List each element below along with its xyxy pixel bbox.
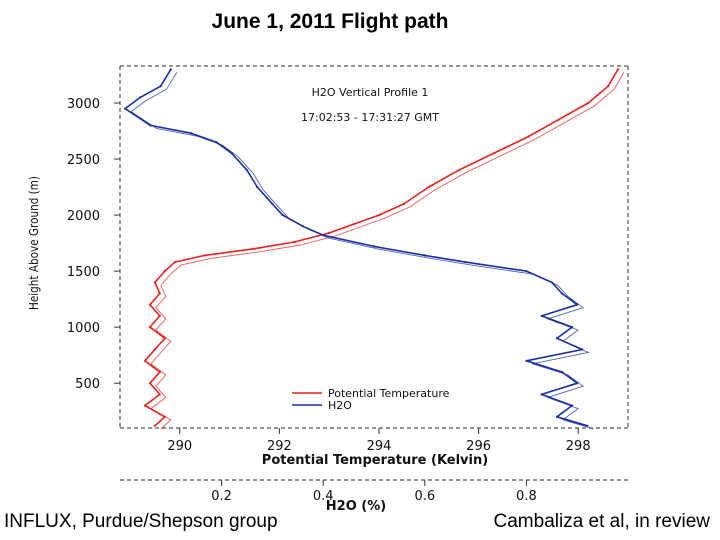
data-point-potential-temperature — [148, 303, 151, 306]
data-point-h2o — [190, 132, 193, 135]
y-tick-label: 500 — [75, 377, 100, 392]
data-point-h2o — [281, 214, 284, 217]
data-point-potential-temperature — [616, 68, 620, 71]
data-point-h2o — [245, 169, 249, 172]
data-point-h2o — [550, 281, 553, 284]
data-point-h2o — [560, 292, 564, 295]
data-point-h2o — [215, 141, 218, 144]
data-point-potential-temperature — [153, 348, 156, 351]
data-point-potential-temperature — [457, 169, 460, 172]
footer-credit-right: Cambaliza et al, in review — [493, 511, 710, 532]
y-tick-label: 1000 — [67, 321, 100, 336]
data-point-potential-temperature — [203, 254, 206, 257]
legend: Potential Temperature H2O — [292, 387, 450, 412]
data-point-potential-temperature — [148, 382, 151, 385]
data-point-h2o — [576, 303, 579, 306]
data-point-potential-temperature — [163, 415, 166, 418]
data-point-potential-temperature — [607, 85, 610, 88]
data-point-potential-temperature — [163, 337, 166, 340]
data-point-h2o — [256, 185, 259, 189]
chart-title: H2O Vertical Profile 1 — [312, 86, 429, 99]
data-point-h2o — [149, 124, 152, 127]
data-point-h2o — [540, 393, 543, 396]
data-point-h2o — [555, 415, 559, 418]
data-point-h2o — [571, 326, 574, 329]
data-point-potential-temperature — [148, 326, 151, 329]
data-point-potential-temperature — [143, 359, 146, 362]
y-tick-label: 3000 — [67, 97, 100, 112]
legend-label-potential-temperature: Potential Temperature — [328, 387, 450, 400]
data-point-h2o — [581, 348, 584, 351]
x-top-axis-label: H2O (%) — [326, 499, 386, 514]
data-point-potential-temperature — [153, 281, 156, 284]
data-point-h2o — [560, 370, 564, 374]
data-point-h2o — [423, 254, 426, 257]
data-point-h2o — [124, 107, 127, 110]
x-bottom-tick-label: 292 — [267, 439, 292, 454]
series-line-potential-temperature-return-leg — [150, 72, 625, 430]
data-point-potential-temperature — [158, 314, 161, 317]
data-point-potential-temperature — [158, 370, 161, 374]
data-point-potential-temperature — [328, 231, 331, 235]
data-point-potential-temperature — [253, 247, 256, 250]
chart-frame — [119, 65, 629, 481]
x-bottom-axis-label: Potential Temperature (Kelvin) — [262, 453, 488, 468]
data-point-potential-temperature — [163, 270, 166, 273]
data-point-potential-temperature — [377, 214, 381, 217]
x-bottom-tick-label: 290 — [167, 439, 192, 454]
data-point-potential-temperature — [587, 101, 590, 105]
x-top-tick-label: 0.2 — [211, 489, 232, 504]
slide-title: June 1, 2011 Flight path — [211, 10, 449, 33]
data-point-h2o — [571, 404, 574, 407]
data-point-potential-temperature — [173, 261, 176, 264]
data-point-h2o — [555, 337, 559, 340]
data-point-h2o — [169, 68, 172, 71]
data-point-potential-temperature — [527, 135, 530, 138]
x-bottom-axis: 290 292 294 296 298 — [167, 428, 591, 454]
data-point-h2o — [576, 382, 579, 385]
data-point-h2o — [540, 314, 543, 317]
y-axis-label: Height Above Ground (m) — [27, 176, 41, 310]
data-point-h2o — [525, 359, 528, 362]
data-point-potential-temperature — [158, 292, 161, 295]
data-point-h2o — [230, 152, 233, 155]
data-point-h2o — [271, 202, 274, 205]
data-point-potential-temperature — [153, 424, 156, 427]
series-line-h2o-return-leg — [130, 72, 594, 430]
data-point-potential-temperature — [402, 202, 405, 205]
y-tick-label: 2500 — [67, 153, 100, 168]
data-point-potential-temperature — [492, 152, 495, 155]
data-point-h2o — [525, 270, 528, 273]
x-top-axis: 0.2 0.4 0.6 0.8 — [211, 480, 537, 504]
footer-credit-left: INFLUX, Purdue/Shepson group — [4, 511, 278, 532]
x-bottom-tick-label: 296 — [466, 439, 491, 454]
x-bottom-tick-label: 298 — [566, 439, 591, 454]
data-point-h2o — [322, 234, 325, 237]
legend-label-h2o: H2O — [328, 399, 352, 412]
y-tick-label: 2000 — [67, 209, 100, 224]
data-point-potential-temperature — [427, 185, 430, 189]
x-top-tick-label: 0.4 — [313, 489, 334, 504]
data-point-potential-temperature — [293, 240, 296, 244]
data-point-potential-temperature — [557, 118, 560, 121]
data-point-potential-temperature — [143, 404, 146, 407]
y-tick-label: 1500 — [67, 265, 100, 280]
x-top-tick-label: 0.8 — [516, 489, 537, 504]
data-point-h2o — [586, 424, 589, 427]
data-point-h2o — [301, 225, 304, 228]
data-point-h2o — [159, 85, 162, 88]
data-point-potential-temperature — [158, 393, 161, 396]
series-layer — [124, 68, 625, 430]
data-point-potential-temperature — [353, 222, 356, 226]
series-line-h2o — [124, 68, 588, 427]
data-point-h2o — [139, 96, 142, 99]
y-axis: 500 1000 1500 2000 2500 3000 — [67, 97, 120, 392]
x-top-tick-label: 0.6 — [414, 489, 435, 504]
data-point-h2o — [464, 261, 467, 264]
chart-subtitle: 17:02:53 - 17:31:27 GMT — [301, 111, 439, 124]
x-bottom-tick-label: 294 — [367, 439, 392, 454]
data-point-h2o — [372, 245, 376, 248]
